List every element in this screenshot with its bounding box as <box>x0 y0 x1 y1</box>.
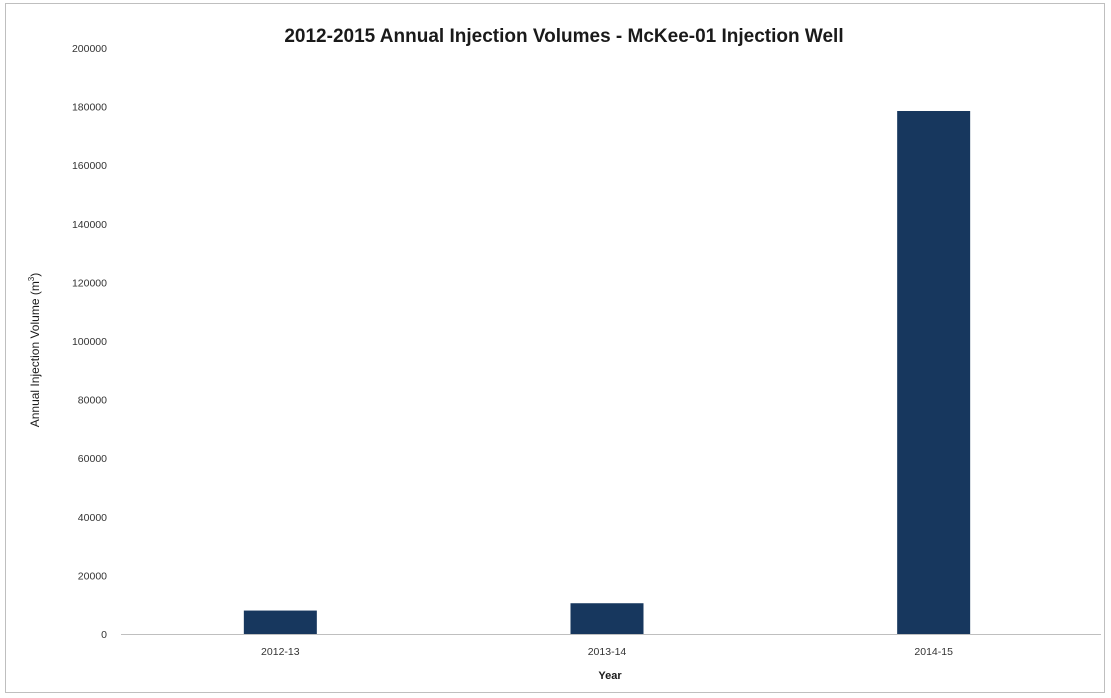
y-tick-label: 20000 <box>78 570 107 582</box>
y-tick-label: 180000 <box>72 102 107 114</box>
chart-frame: 2012-2015 Annual Injection Volumes - McK… <box>5 3 1105 693</box>
y-axis-label-main: Annual Injection Volume (m <box>28 281 42 427</box>
y-axis-label: Annual Injection Volume (m3) <box>27 273 42 428</box>
bar-2014-15 <box>897 110 971 635</box>
bar-2012-13 <box>243 610 317 634</box>
y-tick-label: 100000 <box>72 336 107 348</box>
bar-chart: 2012-2015 Annual Injection Volumes - McK… <box>27 26 1101 682</box>
x-tick-label: 2013-14 <box>588 646 627 658</box>
x-tick-label: 2012-13 <box>261 646 300 658</box>
chart-title: 2012-2015 Annual Injection Volumes - McK… <box>284 26 843 47</box>
y-axis-label-superscript: 3 <box>27 276 36 281</box>
y-tick-label: 120000 <box>72 277 107 289</box>
x-axis-label: Year <box>598 670 622 682</box>
y-tick-label: 60000 <box>78 453 107 465</box>
x-tick-label: 2014-15 <box>914 646 953 658</box>
bars <box>243 110 971 635</box>
y-tick-label: 140000 <box>72 219 107 231</box>
y-tick-label: 80000 <box>78 395 107 407</box>
y-tick-label: 40000 <box>78 512 107 524</box>
x-axis-ticks: 2012-13 2013-14 2014-15 <box>261 646 953 658</box>
y-tick-label: 0 <box>101 629 107 641</box>
y-axis-label-close: ) <box>28 273 42 277</box>
y-axis-ticks: 0 20000 40000 60000 80000 100000 120000 140000 1… <box>72 43 107 641</box>
bar-2013-14 <box>570 603 644 634</box>
y-tick-label: 160000 <box>72 160 107 172</box>
y-tick-label: 200000 <box>72 43 107 55</box>
